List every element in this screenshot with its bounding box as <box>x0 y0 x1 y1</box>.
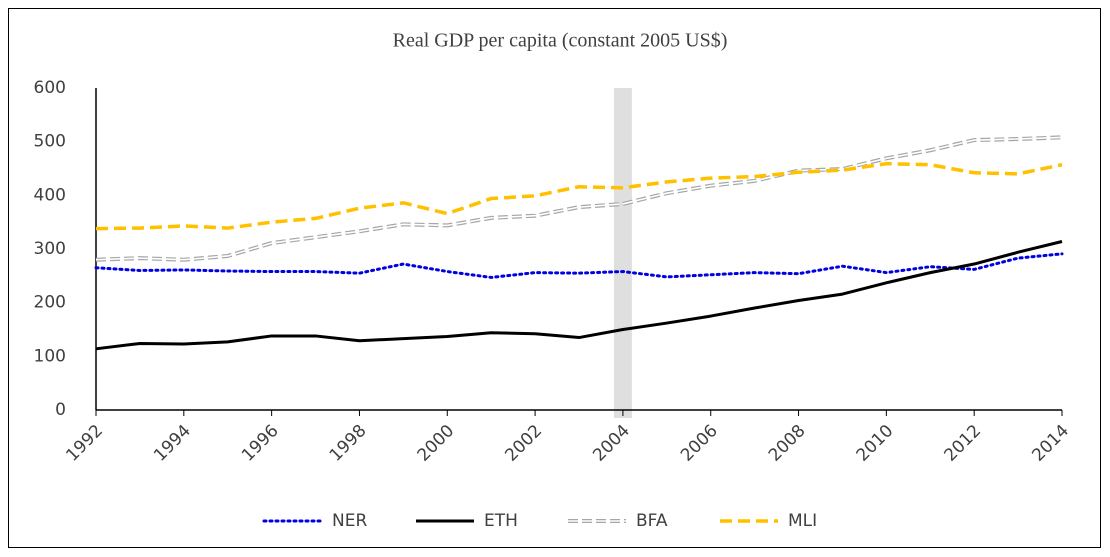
series-line <box>95 161 1063 231</box>
chart-title: Real GDP per capita (constant 2005 US$) <box>393 30 728 52</box>
series-line <box>95 240 1063 351</box>
series-line-inner <box>95 136 1063 261</box>
series-line <box>94 252 1064 279</box>
y-tick-label: 600 <box>34 78 66 98</box>
y-tick-label: 400 <box>34 185 66 205</box>
y-tick-label: 300 <box>34 239 66 259</box>
y-tick-label: 100 <box>34 346 66 366</box>
legend-label: NER <box>332 511 367 531</box>
legend-label: ETH <box>484 511 518 531</box>
legend-label: MLI <box>788 511 817 531</box>
chart-border <box>8 8 1101 548</box>
highlight-band <box>613 88 632 418</box>
y-tick-label: 200 <box>34 293 66 313</box>
legend-label: BFA <box>636 511 668 531</box>
y-tick-label: 500 <box>34 132 66 152</box>
y-tick-label: 0 <box>55 400 66 420</box>
